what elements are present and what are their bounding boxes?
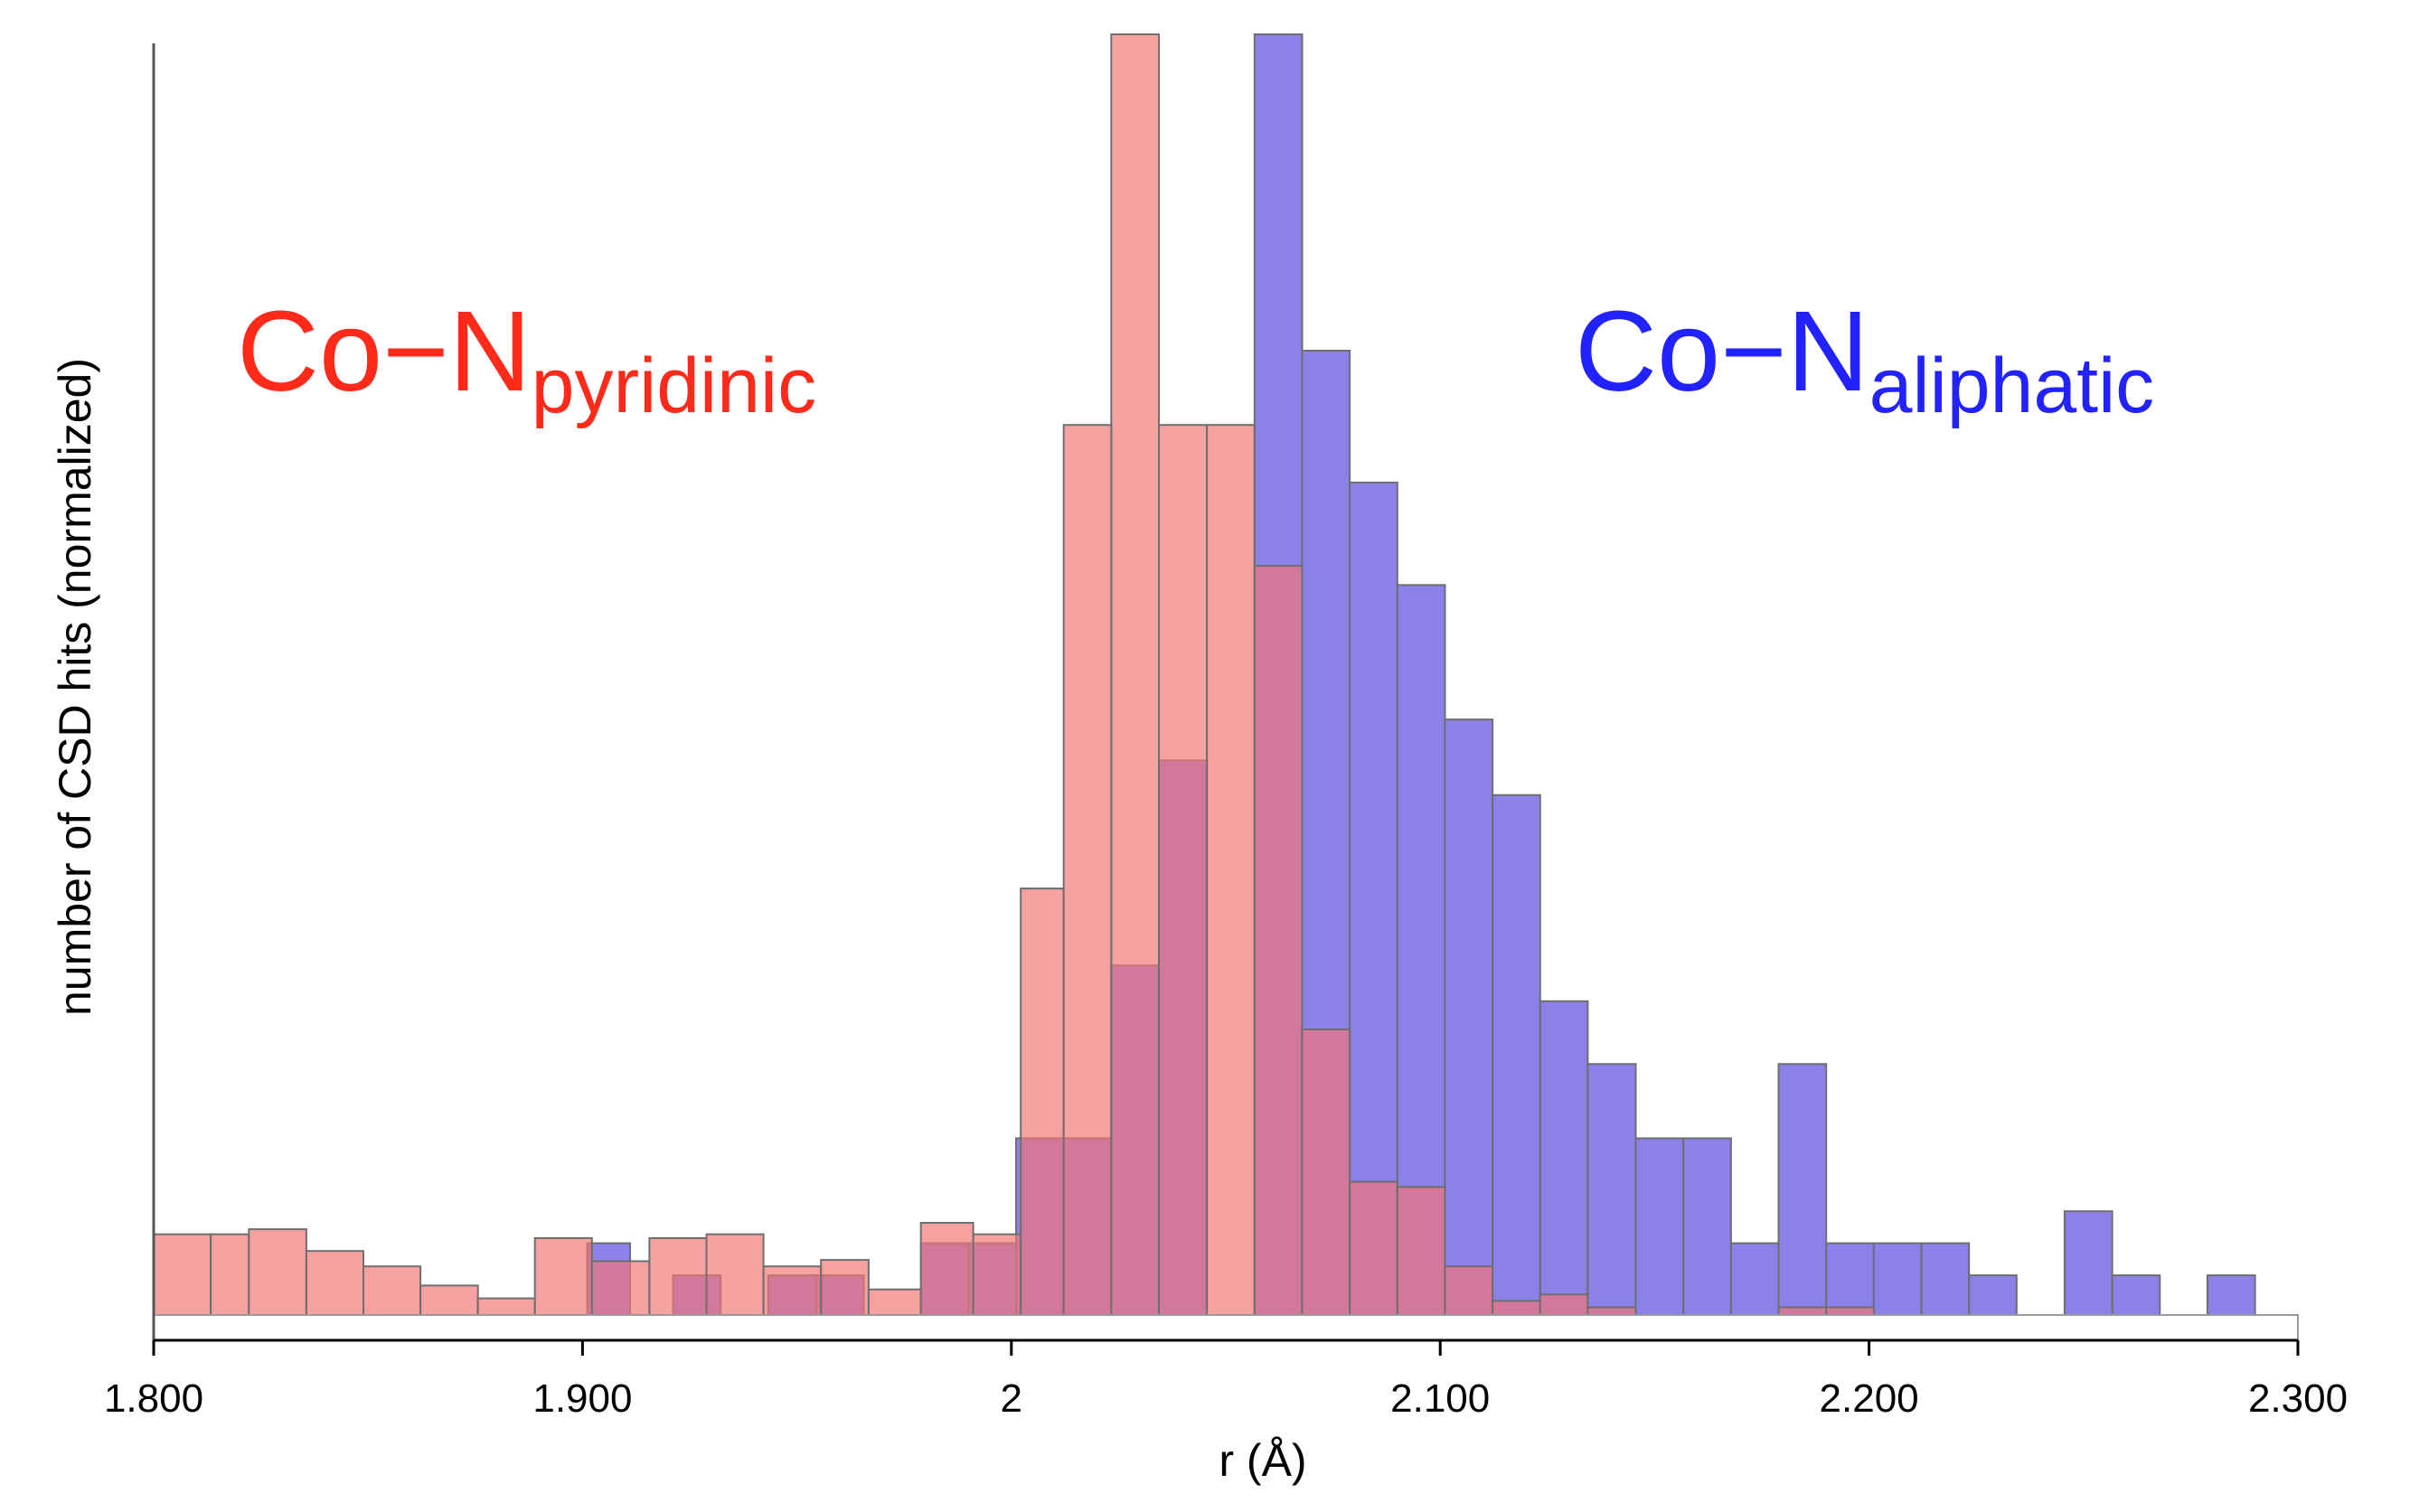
bar-pyridinic-18 — [1110, 33, 1161, 1316]
bar-pyridinic-8 — [590, 1260, 651, 1316]
baseline-strip — [153, 1314, 2299, 1341]
bar-pyridinic-12 — [820, 1259, 870, 1316]
series-aliphatic — [586, 33, 2256, 1317]
bar-aliphatic-23 — [1872, 1242, 1923, 1316]
bar-pyridinic-4 — [362, 1265, 422, 1316]
x-ticks: 1.800 1.900 2 2.100 2.200 2.300 — [104, 1340, 2348, 1421]
bar-pyridinic-25 — [1444, 1265, 1494, 1316]
bar-pyridinic-0 — [153, 1233, 212, 1316]
bar-aliphatic-27 — [2111, 1274, 2161, 1316]
bar-pyridinic-22 — [1301, 1028, 1351, 1316]
bar-pyridinic-19 — [1158, 424, 1209, 1316]
x-tick-label-3: 2.100 — [1390, 1376, 1490, 1421]
bar-aliphatic-18 — [1634, 1137, 1685, 1316]
bar-aliphatic-22 — [1825, 1242, 1875, 1316]
bar-pyridinic-13 — [867, 1288, 922, 1316]
series-label-aliphatic: Co−Naliphatic — [1575, 287, 2154, 429]
bar-aliphatic-24 — [1920, 1242, 1971, 1316]
bar-pyridinic-28 — [1586, 1306, 1637, 1316]
bar-pyridinic-27 — [1539, 1293, 1589, 1317]
bar-pyridinic-26 — [1492, 1300, 1541, 1317]
bars-layer — [153, 33, 2299, 1341]
bar-aliphatic-26 — [2063, 1210, 2113, 1316]
bar-aliphatic-20 — [1729, 1242, 1780, 1316]
bar-aliphatic-28 — [2206, 1274, 2256, 1316]
bar-aliphatic-14 — [1444, 718, 1494, 1316]
bar-pyridinic-14 — [919, 1222, 974, 1316]
bar-pyridinic-10 — [705, 1233, 765, 1316]
y-axis-title: number of CSD hits (normalized) — [50, 358, 100, 1016]
bar-aliphatic-19 — [1682, 1137, 1732, 1316]
bar-aliphatic-17 — [1586, 1063, 1637, 1317]
bar-pyridinic-1 — [210, 1233, 250, 1316]
bar-aliphatic-16 — [1539, 1000, 1589, 1317]
bar-aliphatic-21 — [1777, 1063, 1828, 1317]
bar-pyridinic-6 — [476, 1297, 536, 1316]
bar-pyridinic-17 — [1062, 424, 1113, 1316]
bar-pyridinic-16 — [1020, 887, 1065, 1316]
bar-aliphatic-25 — [1968, 1274, 2018, 1316]
bar-pyridinic-24 — [1396, 1186, 1446, 1317]
bar-pyridinic-11 — [762, 1265, 823, 1316]
x-tick-label-5: 2.300 — [2248, 1376, 2348, 1421]
x-tick-label-4: 2.200 — [1820, 1376, 1919, 1421]
bar-pyridinic-21 — [1253, 565, 1304, 1316]
x-tick-label-2: 2 — [1001, 1376, 1022, 1421]
x-tick-label-1: 1.900 — [532, 1376, 632, 1421]
bar-pyridinic-30 — [1825, 1306, 1875, 1316]
bar-aliphatic-15 — [1492, 794, 1541, 1316]
bar-pyridinic-23 — [1349, 1180, 1398, 1316]
bar-pyridinic-29 — [1777, 1306, 1828, 1316]
bar-pyridinic-3 — [305, 1250, 364, 1316]
bar-pyridinic-20 — [1206, 424, 1256, 1316]
series-label-pyridinic: Co−Npyridinic — [237, 287, 816, 429]
x-tick-label-0: 1.800 — [104, 1376, 203, 1421]
bar-pyridinic-15 — [972, 1233, 1022, 1316]
bar-pyridinic-5 — [419, 1284, 479, 1317]
x-axis-title: r (Å) — [1219, 1435, 1306, 1486]
bar-pyridinic-2 — [248, 1228, 307, 1316]
bar-pyridinic-9 — [648, 1237, 708, 1316]
bar-pyridinic-7 — [533, 1237, 593, 1316]
